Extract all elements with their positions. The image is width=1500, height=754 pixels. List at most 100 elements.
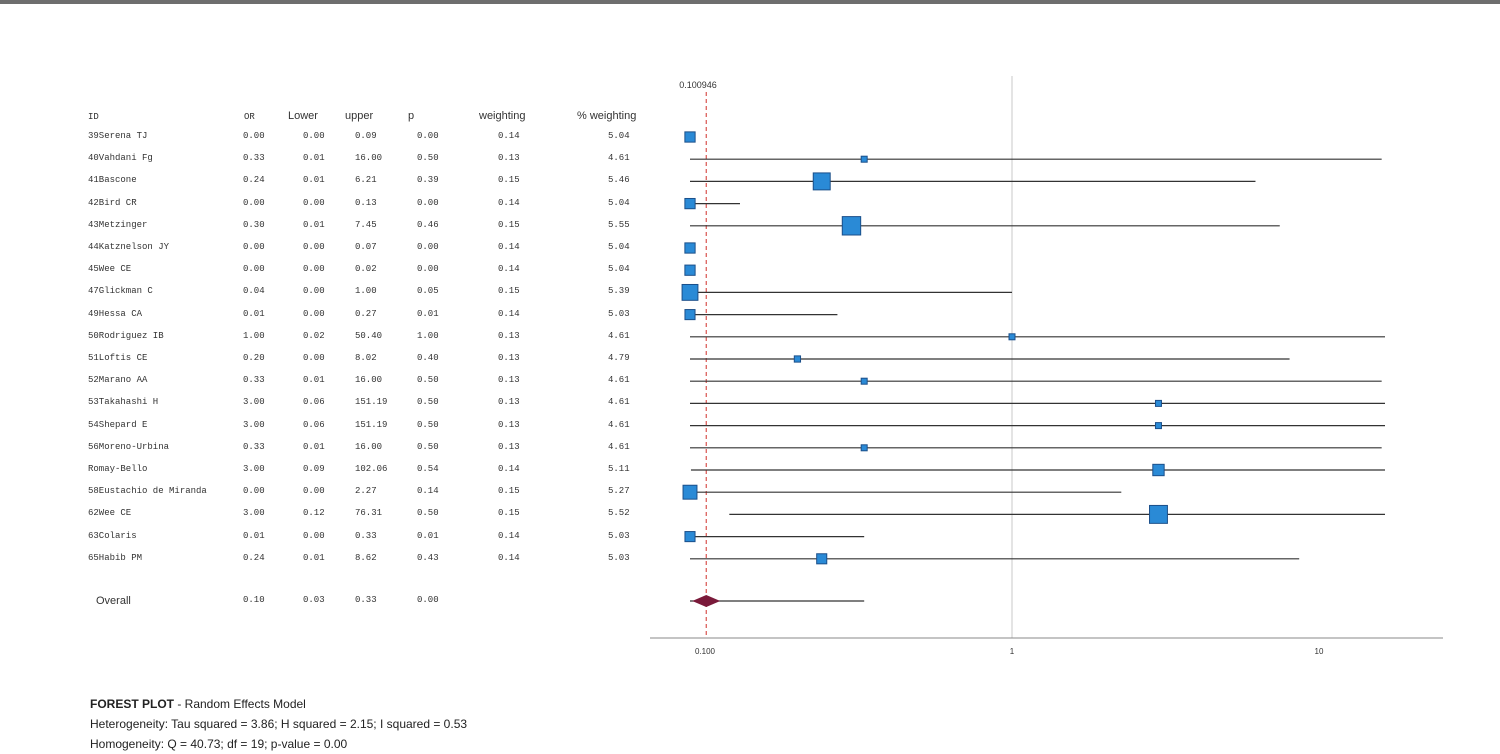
row-p: 0.43 (417, 552, 439, 563)
row-id: 56Moreno-Urbina (88, 441, 170, 452)
row-p: 0.40 (417, 353, 439, 363)
row-id: 39Serena TJ (88, 131, 148, 141)
point-estimate (682, 484, 698, 500)
row-lower: 0.09 (303, 464, 325, 474)
row-upper: 16.00 (355, 441, 383, 452)
row-or: 0.33 (243, 441, 265, 452)
row-weighting: 0.14 (498, 131, 520, 141)
row-pct-weighting: 5.04 (608, 242, 630, 252)
row-weighting: 0.14 (498, 464, 520, 474)
row-id: 53Takahashi H (88, 397, 159, 408)
row-upper: 151.19 (355, 397, 388, 408)
point-estimate (684, 309, 696, 321)
caption-title-bold: FOREST PLOT (90, 697, 174, 711)
row-weighting: 0.13 (498, 330, 520, 341)
row-id: 43Metzinger (88, 219, 148, 230)
row-p: 0.50 (417, 419, 439, 430)
row-upper: 1.00 (355, 286, 377, 297)
row-or: 0.01 (243, 308, 265, 319)
row-id: 63Colaris (88, 530, 137, 541)
row-p: 0.00 (417, 131, 439, 141)
row-p: 0.00 (417, 264, 439, 275)
row-weighting: 0.15 (498, 486, 520, 497)
point-estimate (684, 531, 696, 543)
row-upper: 16.00 (355, 375, 383, 386)
row-upper: 8.62 (355, 552, 377, 563)
row-p: 0.50 (417, 397, 439, 408)
row-pct-weighting: 4.61 (608, 375, 630, 386)
row-upper: 0.07 (355, 242, 377, 252)
caption-title-rest: - Random Effects Model (174, 697, 306, 711)
point-estimate (1008, 333, 1016, 341)
row-lower: 0.01 (303, 441, 325, 452)
row-or: 1.00 (243, 330, 265, 341)
row-weighting: 0.13 (498, 419, 520, 430)
point-estimate (1154, 399, 1162, 407)
row-upper: 151.19 (355, 419, 388, 430)
row-pct-weighting: 5.03 (608, 530, 630, 541)
row-id: 45Wee CE (88, 264, 132, 275)
row-id: 54Shepard E (88, 419, 148, 430)
row-upper: 50.40 (355, 330, 383, 341)
column-header-p: p (408, 110, 415, 122)
row-id: 40Vahdani Fg (88, 153, 153, 164)
row-upper: 0.27 (355, 308, 377, 319)
column-header-or: OR (244, 112, 255, 122)
row-or: 0.00 (243, 486, 265, 497)
row-id: 41Bascone (88, 175, 137, 186)
row-lower: 0.00 (303, 131, 325, 141)
overall-p: 0.00 (417, 595, 439, 605)
point-estimate (816, 553, 828, 565)
row-pct-weighting: 5.03 (608, 308, 630, 319)
row-or: 0.00 (243, 242, 265, 252)
point-estimate (860, 377, 868, 385)
point-estimate (812, 172, 831, 191)
row-upper: 16.00 (355, 153, 383, 164)
row-lower: 0.00 (303, 353, 325, 363)
row-or: 0.00 (243, 264, 265, 275)
row-pct-weighting: 4.61 (608, 419, 630, 430)
row-lower: 0.00 (303, 242, 325, 252)
row-lower: 0.00 (303, 308, 325, 319)
caption-heterogeneity: Heterogeneity: Tau squared = 3.86; H squ… (90, 717, 468, 731)
caption-title: FOREST PLOT - Random Effects Model (90, 697, 306, 711)
row-weighting: 0.13 (498, 441, 520, 452)
x-tick-label: 1 (1010, 647, 1015, 656)
row-or: 0.33 (243, 375, 265, 386)
row-or: 0.00 (243, 197, 265, 208)
row-lower: 0.01 (303, 153, 325, 164)
row-or: 0.33 (243, 153, 265, 164)
row-p: 0.00 (417, 197, 439, 208)
point-estimate (681, 283, 699, 301)
row-id: 52Marano AA (88, 375, 148, 386)
row-upper: 102.06 (355, 464, 388, 474)
row-lower: 0.01 (303, 552, 325, 563)
point-estimate (1149, 504, 1168, 524)
row-lower: 0.01 (303, 219, 325, 230)
point-estimate (684, 264, 696, 276)
row-or: 0.20 (243, 353, 265, 363)
overall-diamond (692, 595, 721, 607)
row-or: 0.24 (243, 552, 265, 563)
row-pct-weighting: 5.03 (608, 552, 630, 563)
row-p: 0.50 (417, 375, 439, 386)
row-pct-weighting: 5.27 (608, 486, 630, 497)
row-upper: 0.33 (355, 530, 377, 541)
row-p: 0.01 (417, 308, 439, 319)
row-lower: 0.00 (303, 486, 325, 497)
row-id: 65Habib PM (88, 552, 143, 563)
overall-upper: 0.33 (355, 595, 377, 605)
x-tick-label: 0.100 (695, 647, 716, 656)
row-upper: 76.31 (355, 508, 383, 519)
row-p: 0.50 (417, 508, 439, 519)
row-or: 0.24 (243, 175, 265, 186)
row-id: 42Bird CR (88, 197, 137, 208)
row-pct-weighting: 4.61 (608, 330, 630, 341)
row-id: 62Wee CE (88, 508, 132, 519)
row-upper: 0.09 (355, 131, 377, 141)
row-weighting: 0.15 (498, 508, 520, 519)
row-lower: 0.00 (303, 286, 325, 297)
row-pct-weighting: 5.39 (608, 286, 630, 297)
row-upper: 0.13 (355, 197, 377, 208)
